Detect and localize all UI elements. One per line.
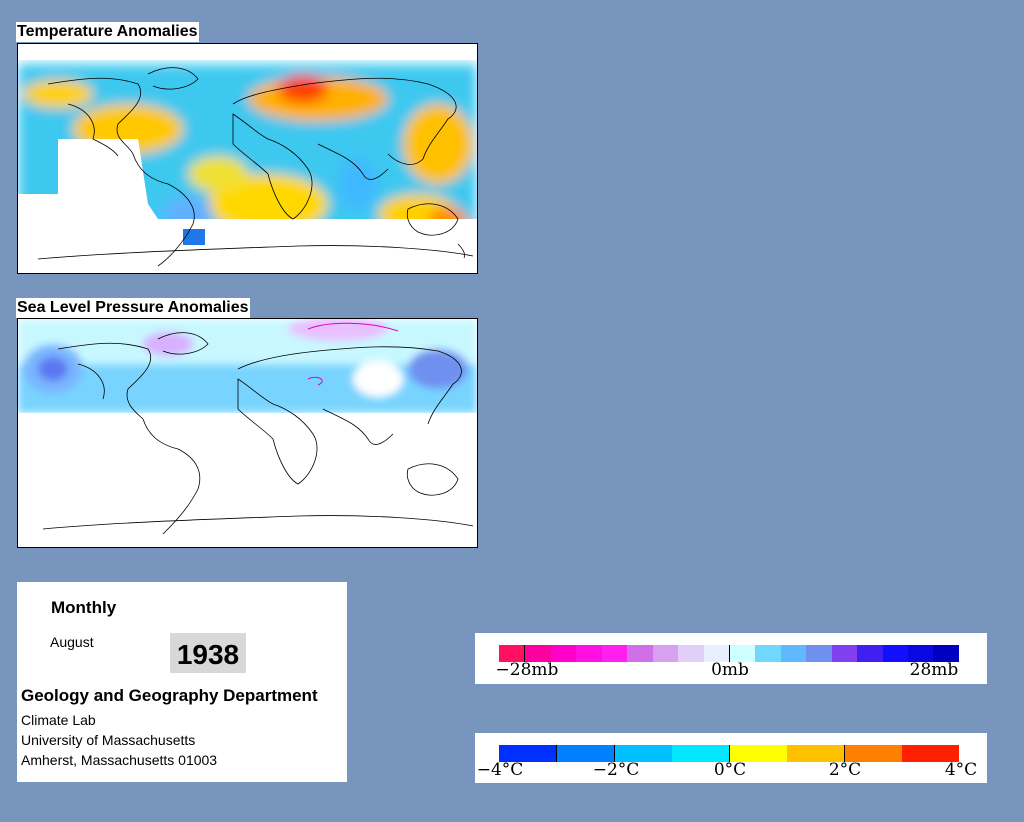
legend-swatch [627,645,653,662]
address-line: Amherst, Massachusetts 01003 [21,752,218,768]
pressure-legend-label: 28mb [909,660,959,680]
legend-swatch [499,645,525,662]
temperature-map-graphic [18,44,477,273]
legend-swatch [614,745,672,762]
pressure-anomaly-map [17,318,478,548]
legend-swatch [601,645,628,662]
legend-swatch [576,645,602,662]
legend-swatch [672,745,729,762]
year-label: 1938 [170,633,246,673]
temperature-legend: −4°C −2°C 0°C 2°C 4°C [475,733,987,783]
legend-swatch [787,745,844,762]
temperature-legend-label: 4°C [944,760,978,780]
pressure-legend-label: −28mb [495,660,559,680]
temperature-legend-label: 2°C [828,760,862,780]
temperature-anomaly-map [17,43,478,274]
legend-swatch [857,645,883,662]
legend-swatch [831,645,858,662]
temperature-legend-label: 0°C [713,760,747,780]
frequency-label: Monthly [51,598,117,617]
legend-swatch [902,745,959,762]
address-line: Climate Lab [21,712,96,728]
temperature-color-bar [499,745,959,762]
temperature-legend-label: −4°C [476,760,524,780]
legend-swatch [499,745,556,762]
pressure-legend-label: 0mb [711,660,749,680]
legend-swatch [729,745,787,762]
temperature-legend-label: −2°C [592,760,640,780]
temperature-map-title: Temperature Anomalies [16,22,199,42]
legend-swatch [556,745,614,762]
legend-swatch [550,645,577,662]
legend-swatch [728,645,756,662]
legend-swatch [933,645,959,662]
legend-swatch [703,645,729,662]
pressure-color-bar [499,645,959,662]
address-line: University of Massachusetts [21,732,196,748]
pressure-legend: −28mb 0mb 28mb [475,633,987,684]
pressure-map-graphic [18,319,477,547]
legend-swatch [882,645,908,662]
department-name: Geology and Geography Department [21,686,318,705]
pressure-map-title: Sea Level Pressure Anomalies [16,298,250,318]
legend-swatch [780,645,807,662]
legend-swatch [908,645,934,662]
legend-swatch [755,645,781,662]
month-label: August [50,634,94,650]
legend-swatch [678,645,704,662]
legend-swatch [844,745,902,762]
legend-swatch [652,645,679,662]
legend-swatch [806,645,832,662]
legend-swatch [524,645,551,662]
info-panel: Monthly August 1938 Geology and Geograph… [17,582,347,782]
